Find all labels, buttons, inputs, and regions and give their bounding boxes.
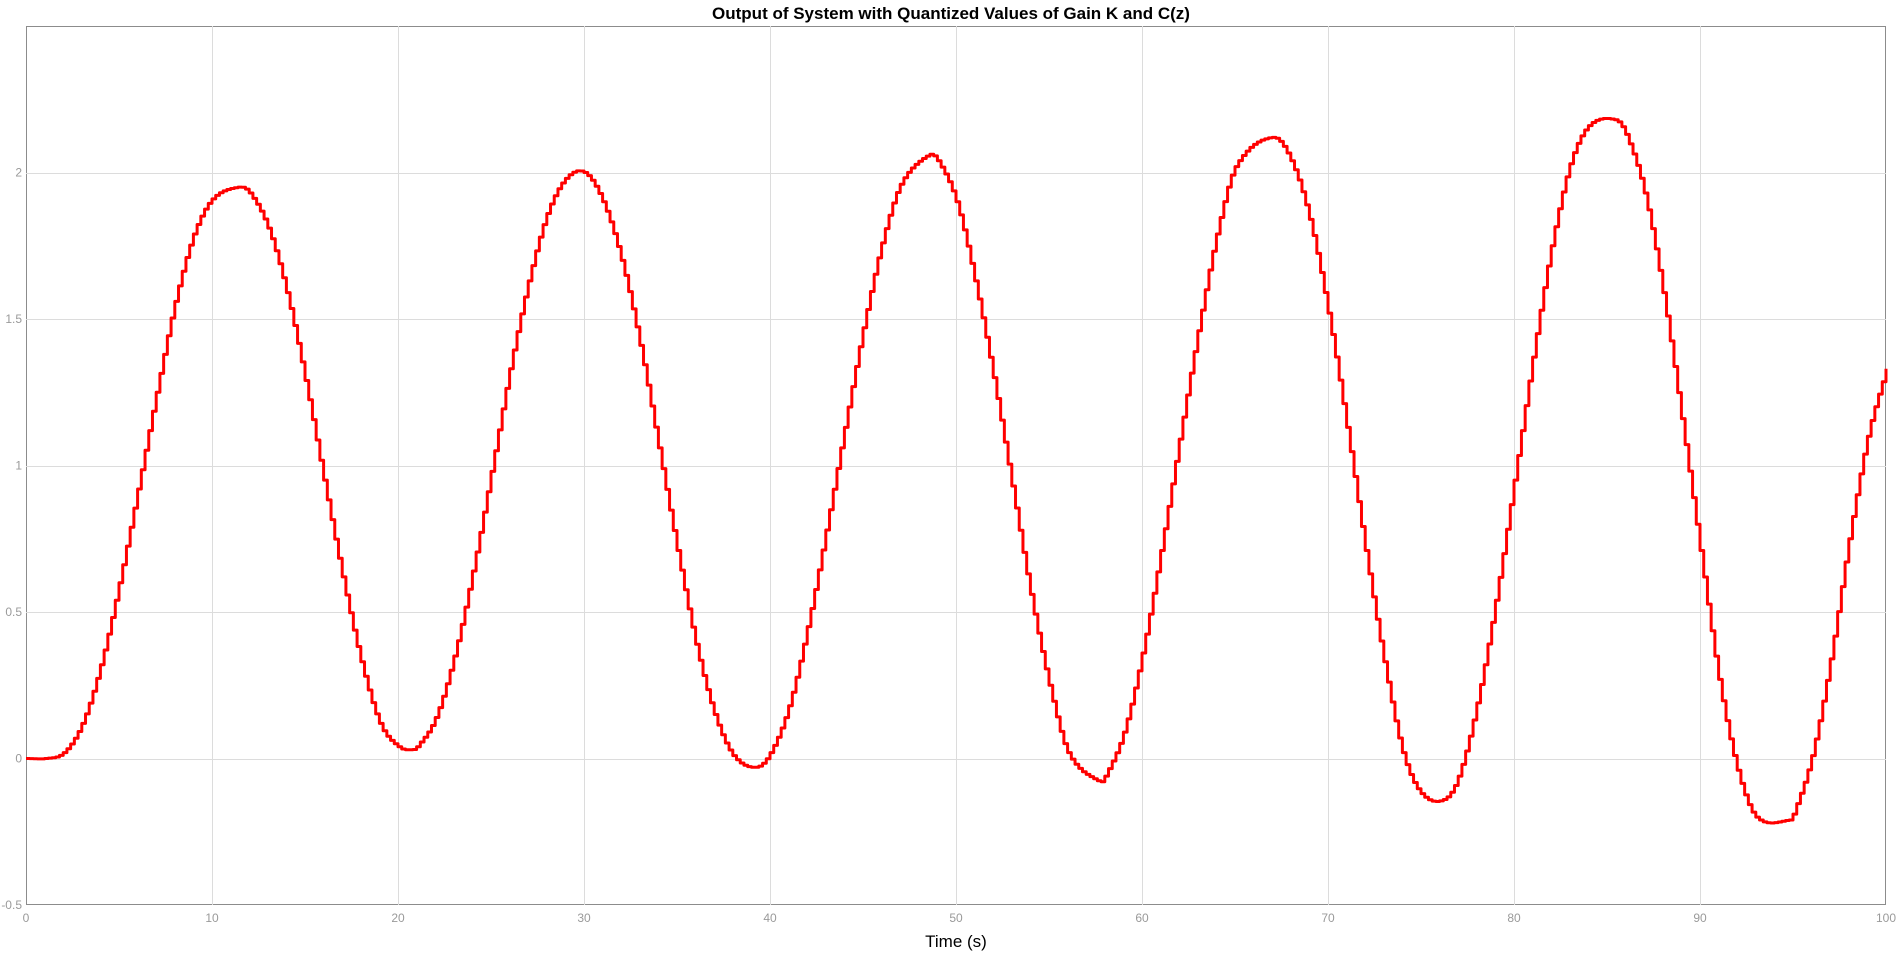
- x-tick-label: 90: [1693, 911, 1707, 925]
- x-tick-label: 60: [1135, 911, 1149, 925]
- x-tick-label: 50: [949, 911, 963, 925]
- grid-layer: [26, 26, 1886, 905]
- tick-layer: 0 10 20 30 40 50 60 70 80 90 100-0.500.511.52: [1, 166, 1896, 926]
- x-tick-label: 40: [763, 911, 777, 925]
- x-tick-label: 70: [1321, 911, 1335, 925]
- x-axis-label: Time (s): [925, 932, 987, 951]
- y-tick-label: 0.5: [5, 605, 22, 619]
- y-tick-label: 2: [15, 166, 22, 180]
- y-tick-label: 0: [15, 752, 22, 766]
- x-tick-label: 0: [23, 911, 30, 925]
- y-tick-label: 1.5: [5, 312, 22, 326]
- x-tick-label: 80: [1507, 911, 1521, 925]
- x-tick-label: 30: [577, 911, 591, 925]
- x-tick-label: 20: [391, 911, 405, 925]
- x-tick-label: 100: [1876, 911, 1896, 925]
- series-line: [26, 117, 1888, 825]
- y-tick-label: 1: [15, 459, 22, 473]
- series-layer: [26, 117, 1888, 825]
- chart-title: Output of System with Quantized Values o…: [712, 4, 1190, 23]
- y-tick-label: -0.5: [1, 898, 22, 912]
- x-tick-label: 10: [205, 911, 219, 925]
